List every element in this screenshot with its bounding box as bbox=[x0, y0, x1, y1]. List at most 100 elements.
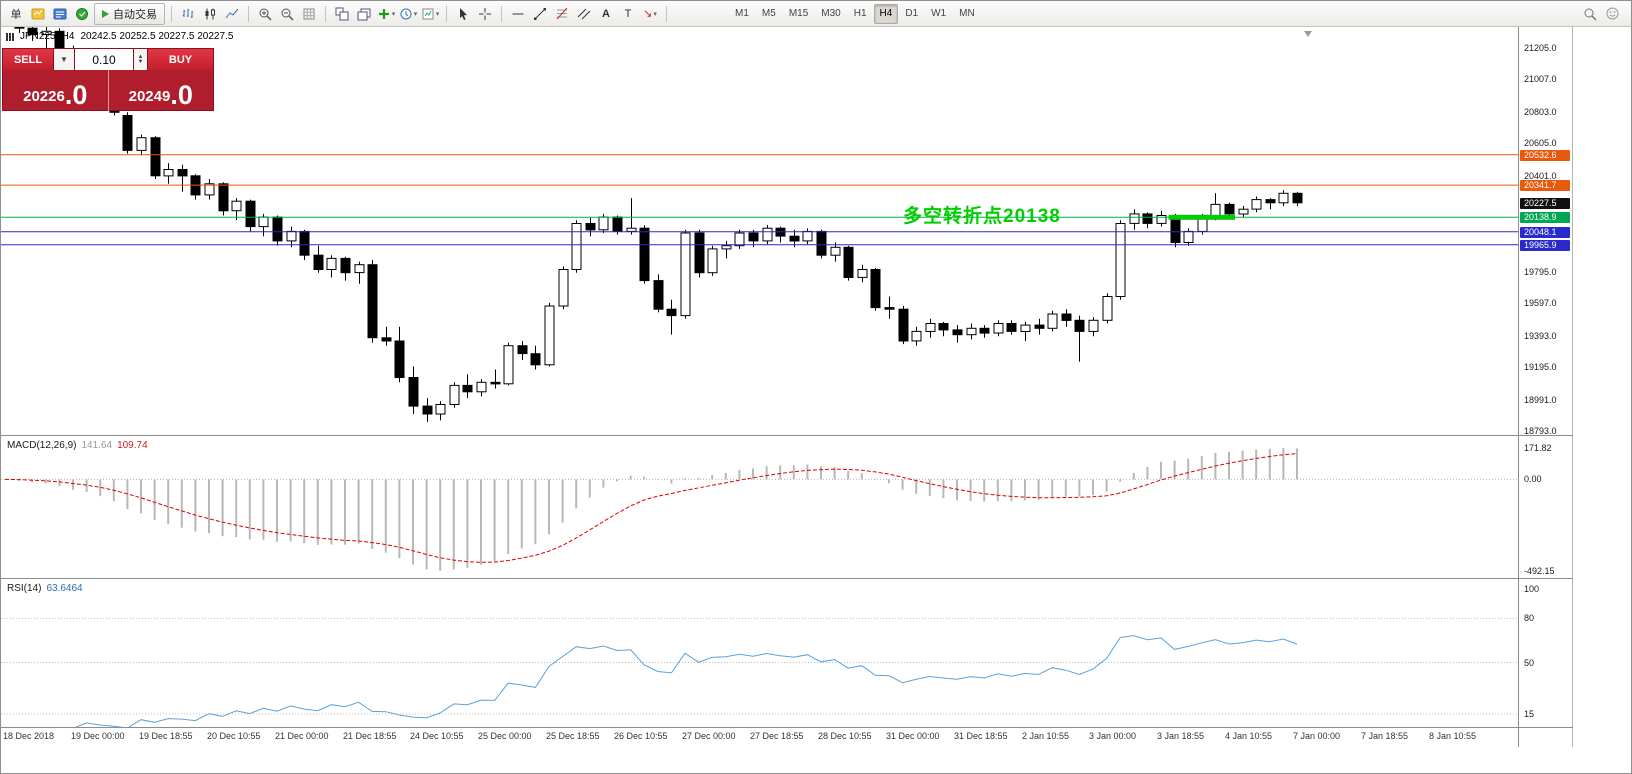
toolbar: 单 自动交易 bbox=[1, 1, 1631, 27]
candle-bearish bbox=[789, 235, 800, 242]
candle-bullish bbox=[286, 230, 297, 242]
new-order-button[interactable]: 单 bbox=[10, 8, 22, 21]
timeframe-button-H4[interactable]: H4 bbox=[873, 3, 899, 24]
candle-bullish bbox=[544, 305, 555, 366]
candle-bullish bbox=[1020, 324, 1031, 333]
tile-windows-button[interactable] bbox=[332, 4, 352, 24]
autotrading-button[interactable]: 自动交易 bbox=[94, 2, 165, 25]
cursor-button[interactable] bbox=[453, 4, 473, 24]
search-button[interactable] bbox=[1580, 4, 1600, 24]
trendline-button[interactable] bbox=[530, 4, 550, 24]
candle-bearish bbox=[870, 269, 881, 309]
text-button[interactable]: A bbox=[602, 7, 610, 20]
buy-button[interactable]: BUY bbox=[148, 49, 213, 70]
sell-price-button[interactable]: 20226.0 bbox=[3, 70, 108, 111]
separator bbox=[666, 5, 667, 22]
indicators-button[interactable]: ▾ bbox=[376, 4, 396, 24]
candle-bearish bbox=[639, 227, 650, 282]
market-watch-icon[interactable] bbox=[28, 4, 48, 24]
timeframe-button-D1[interactable]: D1 bbox=[905, 8, 919, 19]
candle-bullish bbox=[734, 232, 745, 247]
line-chart-button[interactable] bbox=[222, 4, 242, 24]
volume-stepper[interactable]: ▲ ▼ bbox=[134, 49, 147, 70]
feedback-smiley-icon[interactable] bbox=[1602, 4, 1622, 24]
timeframe-button-M1[interactable]: M1 bbox=[735, 8, 749, 19]
candle-bullish bbox=[707, 248, 718, 274]
time-label: 25 Dec 00:00 bbox=[478, 731, 532, 741]
rsi-value: 63.6464 bbox=[46, 583, 83, 594]
candle-bearish bbox=[517, 345, 528, 355]
text-label-button[interactable]: T bbox=[624, 7, 632, 20]
separator bbox=[325, 5, 326, 22]
crosshair-button[interactable] bbox=[475, 4, 495, 24]
macd-value: 141.64 bbox=[81, 440, 113, 451]
time-scale[interactable]: 18 Dec 2018 19 Dec 00:00 19 Dec 18:55 20 De… bbox=[1, 728, 1518, 746]
candle-bearish bbox=[218, 183, 229, 212]
main-chart[interactable] bbox=[1, 27, 1518, 435]
candle-bearish bbox=[843, 246, 854, 279]
candle-bullish bbox=[1183, 230, 1194, 243]
candle-bearish bbox=[816, 230, 827, 256]
macd-panel[interactable] bbox=[1, 436, 1518, 578]
rsi-axis-label: 80 bbox=[1524, 613, 1535, 623]
panel-separator[interactable] bbox=[1, 435, 1573, 436]
buy-price-button[interactable]: 20249.0 bbox=[109, 70, 214, 111]
terminal-icon[interactable] bbox=[72, 4, 92, 24]
cascade-windows-button[interactable] bbox=[354, 4, 374, 24]
candle-bullish bbox=[762, 227, 773, 242]
time-label: 4 Jan 10:55 bbox=[1225, 731, 1273, 741]
zoom-in-button[interactable] bbox=[255, 4, 275, 24]
time-label: 19 Dec 18:55 bbox=[139, 731, 193, 741]
rsi-panel[interactable] bbox=[1, 579, 1518, 727]
timeframe-button-M15[interactable]: M15 bbox=[788, 8, 809, 19]
candle-bullish bbox=[258, 216, 269, 228]
candle-bullish bbox=[231, 200, 242, 212]
time-label: 3 Jan 18:55 bbox=[1157, 731, 1205, 741]
volume-input[interactable] bbox=[75, 49, 133, 70]
price-scale[interactable]: 21205.0 21007.0 20803.0 20605.0 20401.0 19795… bbox=[1518, 27, 1573, 747]
buy-price: 20249 bbox=[128, 88, 171, 105]
zoom-out-button[interactable] bbox=[277, 4, 297, 24]
pivot-highlight-segment[interactable] bbox=[1168, 214, 1235, 220]
timeframe-button-H1[interactable]: H1 bbox=[853, 8, 867, 19]
candle-bullish bbox=[1156, 215, 1167, 224]
candle-bearish bbox=[177, 169, 188, 177]
candle-bearish bbox=[612, 216, 623, 232]
arrows-button[interactable]: ↘ ▾ bbox=[643, 8, 657, 20]
templates-button[interactable]: ▾ bbox=[420, 4, 440, 24]
timeframe-button-MN[interactable]: MN bbox=[959, 8, 975, 19]
candle-bearish bbox=[694, 232, 705, 274]
periods-button[interactable]: ▾ bbox=[398, 4, 418, 24]
candlestick-chart-button[interactable] bbox=[200, 4, 220, 24]
channel-button[interactable] bbox=[574, 4, 594, 24]
chart-shift-marker[interactable] bbox=[1304, 31, 1312, 37]
timeframe-button-W1[interactable]: W1 bbox=[931, 8, 947, 19]
fibonacci-button[interactable] bbox=[552, 4, 572, 24]
grid-button[interactable] bbox=[299, 4, 319, 24]
timeframe-button-M30[interactable]: M30 bbox=[821, 8, 841, 19]
bar-chart-button[interactable] bbox=[178, 4, 198, 24]
price-badge: 20227.5 bbox=[1520, 198, 1570, 209]
candle-bullish bbox=[911, 330, 922, 342]
macd-axis-max: 171.82 bbox=[1524, 443, 1552, 453]
play-icon bbox=[102, 9, 109, 18]
panel-separator[interactable] bbox=[1, 578, 1573, 579]
order-type-dropdown[interactable]: ▼ bbox=[54, 49, 74, 70]
separator bbox=[171, 5, 172, 22]
chart-title: JPN225-,H4 20242.5 20252.5 20227.5 20227… bbox=[6, 31, 233, 42]
candle-bearish bbox=[14, 27, 25, 29]
horizontal-line-button[interactable] bbox=[508, 4, 528, 24]
timeframe-button-M5[interactable]: M5 bbox=[761, 8, 776, 19]
candle-bullish bbox=[993, 323, 1004, 334]
candle-bullish bbox=[1088, 319, 1099, 332]
sell-button[interactable]: SELL bbox=[3, 49, 53, 70]
candle-bearish bbox=[1074, 319, 1085, 332]
chart-icon bbox=[6, 32, 14, 41]
macd-axis-min: -492.15 bbox=[1524, 566, 1555, 576]
candle-bearish bbox=[952, 329, 963, 336]
price-tick: 21007.0 bbox=[1524, 74, 1557, 84]
navigator-icon[interactable] bbox=[50, 4, 70, 24]
divider bbox=[107, 70, 109, 111]
time-label: 24 Dec 10:55 bbox=[410, 731, 464, 741]
candle-bearish bbox=[299, 230, 310, 256]
